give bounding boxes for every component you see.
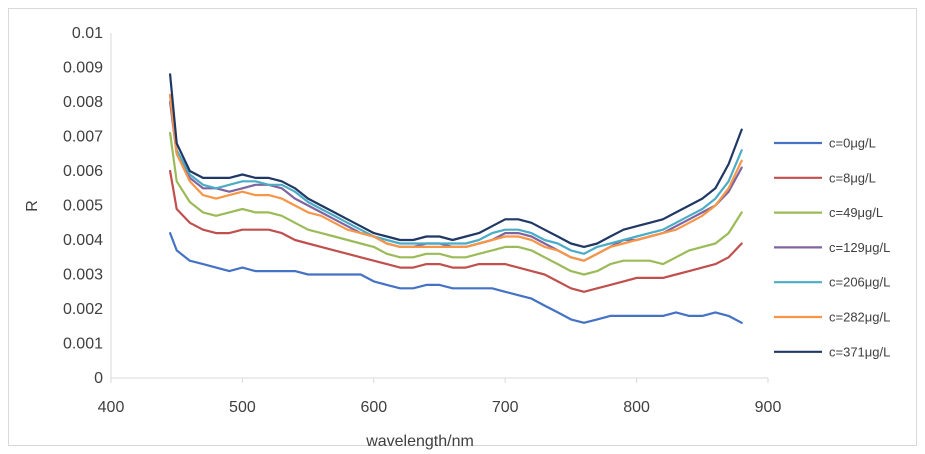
- y-tick-label: 0.004: [63, 232, 103, 249]
- series-line: [169, 93, 743, 255]
- legend: c=0μg/L c=8μg/L c=49μg/L c=129μg/L c=206μg/L…: [774, 136, 890, 359]
- y-axis-title: R: [24, 200, 41, 212]
- x-tick-label: 700: [492, 399, 519, 416]
- legend-label: c=129μg/L: [829, 240, 890, 255]
- x-tick-label: 500: [229, 399, 256, 416]
- x-tick-label: 600: [360, 399, 387, 416]
- series-line: [169, 232, 743, 324]
- legend-label: c=8μg/L: [829, 170, 876, 185]
- y-tick-label: 0.005: [63, 198, 103, 215]
- legend-label: c=282μg/L: [829, 310, 890, 325]
- y-tick-label: 0.001: [63, 336, 103, 353]
- legend-label: c=206μg/L: [829, 275, 890, 290]
- x-axis-title: wavelength/nm: [365, 433, 474, 450]
- y-tick-label: 0.007: [63, 129, 103, 146]
- series-line: [169, 169, 743, 293]
- y-axis: 0 0.001 0.002 0.003 0.004 0.005 0.006 0.007 0.00…: [63, 25, 103, 387]
- x-tick-label: 900: [755, 399, 782, 416]
- legend-label: c=371μg/L: [829, 344, 890, 359]
- y-tick-label: 0.009: [63, 60, 103, 77]
- x-tick-label: 400: [98, 399, 125, 416]
- y-tick-label: 0.01: [72, 25, 103, 42]
- x-axis: 400 500 600 700 800 900: [98, 378, 782, 416]
- series-line: [169, 73, 743, 248]
- y-tick-label: 0.003: [63, 267, 103, 284]
- series-line: [169, 93, 743, 262]
- series-line: [169, 131, 743, 276]
- series-group: [169, 73, 743, 324]
- chart-frame: [8, 8, 917, 446]
- legend-label: c=49μg/L: [829, 205, 883, 220]
- x-tick-label: 800: [623, 399, 650, 416]
- y-tick-label: 0: [94, 370, 103, 387]
- legend-label: c=0μg/L: [829, 136, 876, 151]
- y-tick-label: 0.002: [63, 301, 103, 318]
- y-tick-label: 0.006: [63, 163, 103, 180]
- y-tick-label: 0.008: [63, 94, 103, 111]
